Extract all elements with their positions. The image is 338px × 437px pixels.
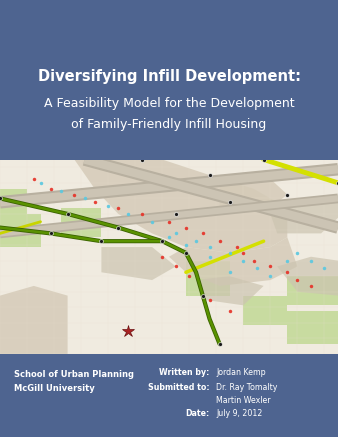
Polygon shape: [186, 260, 230, 295]
Polygon shape: [243, 295, 287, 325]
Text: Date:: Date:: [185, 409, 210, 418]
Polygon shape: [0, 286, 68, 354]
Text: of Family-Friendly Infill Housing: of Family-Friendly Infill Housing: [71, 118, 267, 131]
Text: Jordan Kemp: Jordan Kemp: [216, 368, 266, 377]
Text: Dr. Ray Tomalty: Dr. Ray Tomalty: [216, 383, 278, 392]
Polygon shape: [0, 189, 27, 214]
Polygon shape: [61, 208, 101, 237]
Polygon shape: [287, 276, 338, 305]
Text: School of Urban Planning: School of Urban Planning: [14, 370, 134, 379]
Text: July 9, 2012: July 9, 2012: [216, 409, 263, 418]
Text: Submitted to:: Submitted to:: [148, 383, 210, 392]
Text: Diversifying Infill Development:: Diversifying Infill Development:: [38, 69, 300, 84]
Polygon shape: [169, 237, 297, 286]
Polygon shape: [270, 198, 338, 233]
Polygon shape: [220, 179, 287, 208]
Text: Martin Wexler: Martin Wexler: [216, 396, 271, 405]
Polygon shape: [101, 247, 176, 280]
Polygon shape: [277, 257, 338, 295]
Text: McGill University: McGill University: [14, 385, 94, 393]
Polygon shape: [196, 276, 264, 305]
Polygon shape: [287, 311, 338, 344]
Text: A Feasibility Model for the Development: A Feasibility Model for the Development: [44, 97, 294, 110]
Polygon shape: [74, 160, 287, 253]
Text: Written by:: Written by:: [159, 368, 210, 377]
Polygon shape: [0, 214, 41, 247]
